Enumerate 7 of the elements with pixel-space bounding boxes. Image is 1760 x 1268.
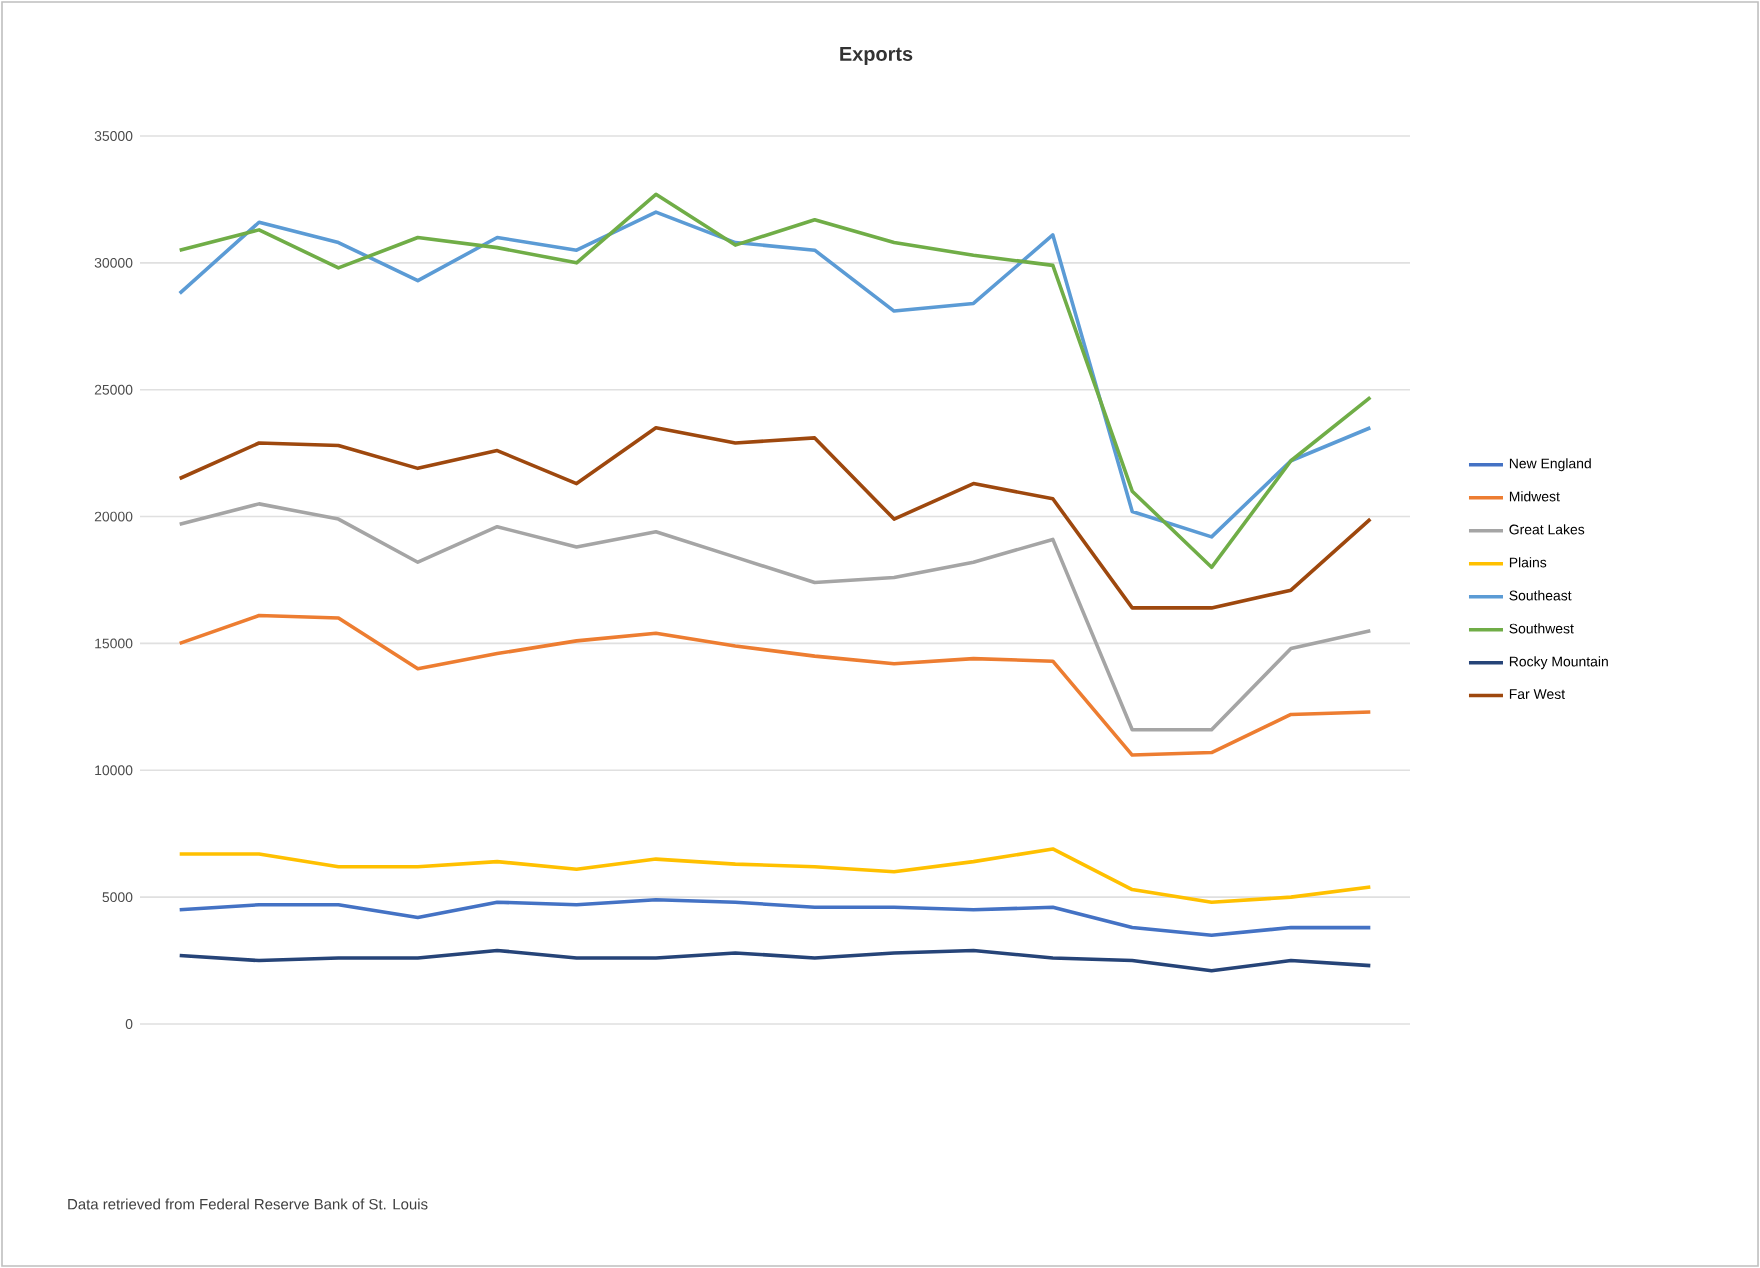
line-series	[177, 425, 1373, 610]
line-series	[177, 847, 1373, 905]
line-series	[177, 502, 1373, 732]
line-series	[177, 897, 1373, 937]
line-series	[177, 948, 1373, 973]
line-series	[177, 613, 1373, 757]
chart-title: Exports	[840, 47, 913, 65]
